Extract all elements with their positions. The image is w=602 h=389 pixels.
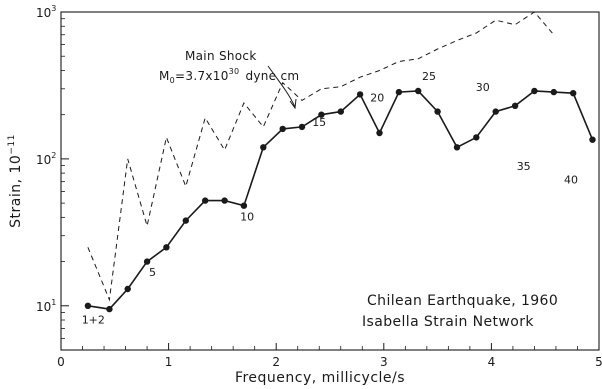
point-index-label: 40 bbox=[564, 174, 578, 187]
main-shock-series-line bbox=[87, 11, 555, 302]
x-tick-label: 3 bbox=[380, 355, 388, 369]
y-axis-label: Strain, 10−11 bbox=[7, 134, 24, 228]
y-axis-label-text: Strain, 10 bbox=[8, 155, 24, 228]
data-point bbox=[143, 258, 151, 265]
point-index-label: 30 bbox=[476, 81, 490, 94]
x-tick-label: 0 bbox=[57, 355, 65, 369]
data-point bbox=[240, 202, 248, 209]
data-point bbox=[453, 144, 461, 151]
point-index-label: 20 bbox=[370, 92, 384, 105]
data-point bbox=[434, 108, 441, 115]
moment-subscript: 0 bbox=[170, 76, 175, 85]
x-axis-label: Frequency, millicycle/s bbox=[235, 370, 405, 386]
moment-unit: dyne cm bbox=[245, 69, 299, 83]
x-tick-label: 5 bbox=[595, 355, 602, 369]
x-tick-label: 1 bbox=[165, 355, 173, 369]
legend-title-line2: Isabella Strain Network bbox=[362, 314, 534, 330]
y-tick-label: 103 bbox=[36, 4, 56, 20]
data-point bbox=[395, 88, 403, 96]
data-point bbox=[298, 123, 306, 131]
moment-prefix: M bbox=[159, 69, 170, 83]
data-point bbox=[182, 217, 189, 224]
series-layer bbox=[84, 11, 596, 313]
moment-exponent: 30 bbox=[229, 67, 240, 76]
point-index-label: 25 bbox=[422, 70, 436, 83]
data-point bbox=[356, 91, 364, 98]
data-point bbox=[260, 144, 267, 151]
data-point bbox=[570, 90, 577, 97]
y-tick-label: 102 bbox=[36, 151, 56, 167]
data-point bbox=[492, 108, 499, 115]
main-shock-annotation: Main Shock bbox=[185, 49, 257, 63]
data-point bbox=[511, 102, 519, 110]
moment-value: =3.7x10 bbox=[175, 69, 229, 83]
seismic-moment-annotation: M0=3.7x1030 dyne cm bbox=[159, 67, 299, 85]
x-tick-label: 2 bbox=[272, 355, 280, 369]
aftershock-series-line bbox=[87, 90, 594, 310]
x-axis-ticks: 0 1 2 3 4 5 bbox=[57, 343, 602, 369]
point-index-label: 5 bbox=[149, 266, 156, 279]
data-point bbox=[106, 305, 113, 313]
legend-title-line1: Chilean Earthquake, 1960 bbox=[367, 293, 558, 309]
data-point bbox=[376, 129, 383, 137]
point-index-label: 35 bbox=[517, 160, 531, 173]
data-point bbox=[163, 244, 170, 251]
point-index-label: 15 bbox=[312, 116, 326, 129]
y-axis-ticks: 101 102 103 bbox=[36, 4, 69, 351]
main-shock-arrowhead bbox=[289, 98, 297, 110]
data-point bbox=[415, 87, 422, 95]
data-point bbox=[473, 134, 480, 141]
data-point bbox=[279, 125, 286, 133]
y-axis-label-exponent: −11 bbox=[7, 134, 17, 155]
data-point bbox=[124, 285, 131, 293]
data-point bbox=[202, 197, 209, 204]
plot-frame bbox=[60, 11, 600, 351]
data-point bbox=[531, 87, 538, 95]
y-axis-label-group: Strain, 10−11 bbox=[7, 134, 24, 228]
data-point bbox=[589, 136, 596, 143]
point-label-layer: 1+2 5 10 15 20 25 30 35 40 bbox=[82, 70, 578, 326]
data-point bbox=[84, 302, 92, 309]
main-shock-arrow bbox=[267, 65, 296, 108]
data-point bbox=[337, 108, 344, 115]
data-point bbox=[221, 197, 228, 204]
data-point bbox=[550, 88, 557, 96]
y-tick-label: 101 bbox=[36, 298, 56, 314]
x-tick-label: 4 bbox=[488, 355, 496, 369]
point-index-label: 1+2 bbox=[82, 313, 105, 326]
point-index-label: 10 bbox=[240, 211, 254, 224]
data-point bbox=[318, 111, 325, 118]
